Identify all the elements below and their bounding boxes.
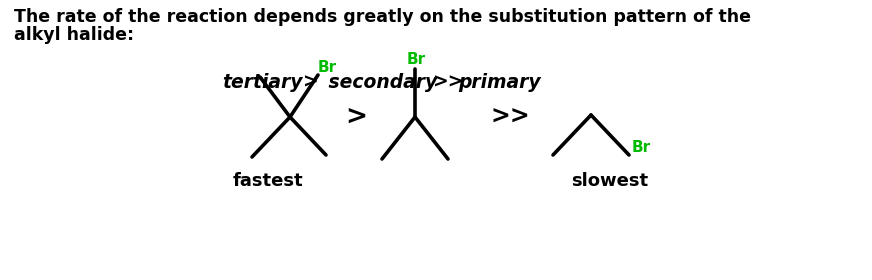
Text: >: > xyxy=(302,73,317,92)
Text: >>: >> xyxy=(432,73,464,92)
Text: tertiary: tertiary xyxy=(222,73,303,92)
Text: secondary: secondary xyxy=(322,73,437,92)
Text: The rate of the reaction depends greatly on the substitution pattern of the: The rate of the reaction depends greatly… xyxy=(14,8,751,26)
Text: fastest: fastest xyxy=(233,172,303,190)
Text: Br: Br xyxy=(632,139,651,155)
Text: Br: Br xyxy=(318,60,337,75)
Text: alkyl halide:: alkyl halide: xyxy=(14,26,134,44)
Text: >>: >> xyxy=(490,105,530,129)
Text: >: > xyxy=(345,104,367,130)
Text: primary: primary xyxy=(458,73,541,92)
Text: Br: Br xyxy=(407,52,426,67)
Text: slowest: slowest xyxy=(571,172,649,190)
